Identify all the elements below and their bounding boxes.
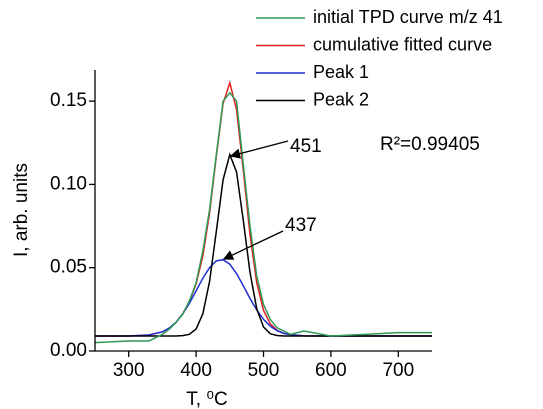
legend-label: cumulative fitted curve xyxy=(313,34,492,54)
y-tick-label: 0.00 xyxy=(50,340,87,361)
arrow xyxy=(229,140,289,159)
x-tick-label: 600 xyxy=(315,360,347,381)
legend-label: Peak 2 xyxy=(313,89,369,109)
legend-label: Peak 1 xyxy=(313,62,369,82)
x-axis-label: T, ⁰C xyxy=(186,389,227,409)
x-tick-label: 300 xyxy=(113,360,145,381)
x-tick-label: 500 xyxy=(248,360,280,381)
annotation: R²=0.99405 xyxy=(380,134,480,155)
y-tick-label: 0.15 xyxy=(50,90,87,111)
annotation: 437 xyxy=(285,215,317,236)
annotation: 451 xyxy=(290,136,322,157)
y-tick-label: 0.10 xyxy=(50,173,87,194)
series-line xyxy=(95,258,432,337)
series-line xyxy=(94,91,432,344)
x-tick-label: 700 xyxy=(382,360,414,381)
plot-area xyxy=(94,80,432,344)
series-line xyxy=(95,152,432,337)
arrow xyxy=(222,230,284,260)
series-line xyxy=(95,80,432,337)
x-tick-label: 400 xyxy=(180,360,212,381)
y-tick-label: 0.05 xyxy=(50,257,87,278)
legend: initial TPD curve m/z 41 cumulative fitte… xyxy=(256,7,503,109)
legend-label: initial TPD curve m/z 41 xyxy=(313,7,503,27)
y-axis-label: I, arb. units xyxy=(11,163,32,257)
